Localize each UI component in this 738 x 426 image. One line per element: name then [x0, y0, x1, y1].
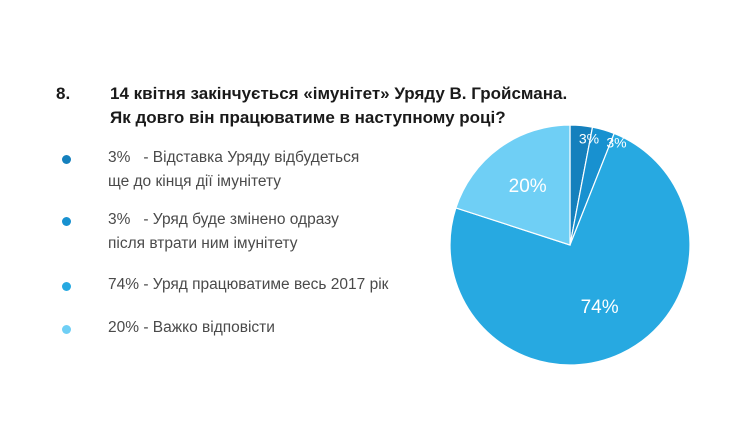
pie-slice-label: 20%	[509, 176, 547, 197]
legend-label: - Уряд буде змінено одразу	[143, 211, 339, 228]
legend-label-cont: ще до кінця дії імунітету	[108, 173, 282, 190]
question-text: 14 квітня закінчується «імунітет» Уряду …	[110, 82, 630, 130]
legend-label-cont: після втрати ним імунітету	[108, 235, 298, 252]
pie-slice-label: 3%	[579, 131, 599, 147]
question-line-2: Як довго він працюватиме в наступному ро…	[110, 108, 506, 127]
pie-slice	[455, 124, 571, 246]
pie-slice	[449, 132, 691, 366]
legend-label: - Відставка Уряду відбудеться	[143, 149, 360, 166]
question-line-1: 14 квітня закінчується «імунітет» Уряду …	[110, 84, 568, 103]
legend-pct: 3%	[108, 211, 131, 228]
legend-dot-icon	[62, 282, 71, 291]
pie-slice-label: 3%	[606, 134, 626, 150]
legend-line: 3% - Уряд буде змінено одразу	[108, 208, 468, 232]
legend-label: - Уряд працюватиме весь 2017 рік	[143, 276, 389, 293]
legend-line: 74% - Уряд працюватиме весь 2017 рік	[108, 273, 468, 297]
legend-pct: 20%	[108, 319, 140, 336]
legend-dot-icon	[62, 325, 71, 334]
question-number: 8.	[56, 84, 71, 103]
legend-pct: 74%	[108, 276, 140, 293]
legend-line: 20% - Важко відповісти	[108, 316, 468, 340]
legend-line: 3% - Відставка Уряду відбудеться	[108, 146, 468, 170]
legend-pct: 3%	[108, 149, 131, 166]
pie-slice-label: 74%	[581, 297, 619, 318]
legend-dot-icon	[62, 155, 71, 164]
legend-label: - Важко відповісти	[143, 319, 275, 336]
legend-dot-icon	[62, 217, 71, 226]
